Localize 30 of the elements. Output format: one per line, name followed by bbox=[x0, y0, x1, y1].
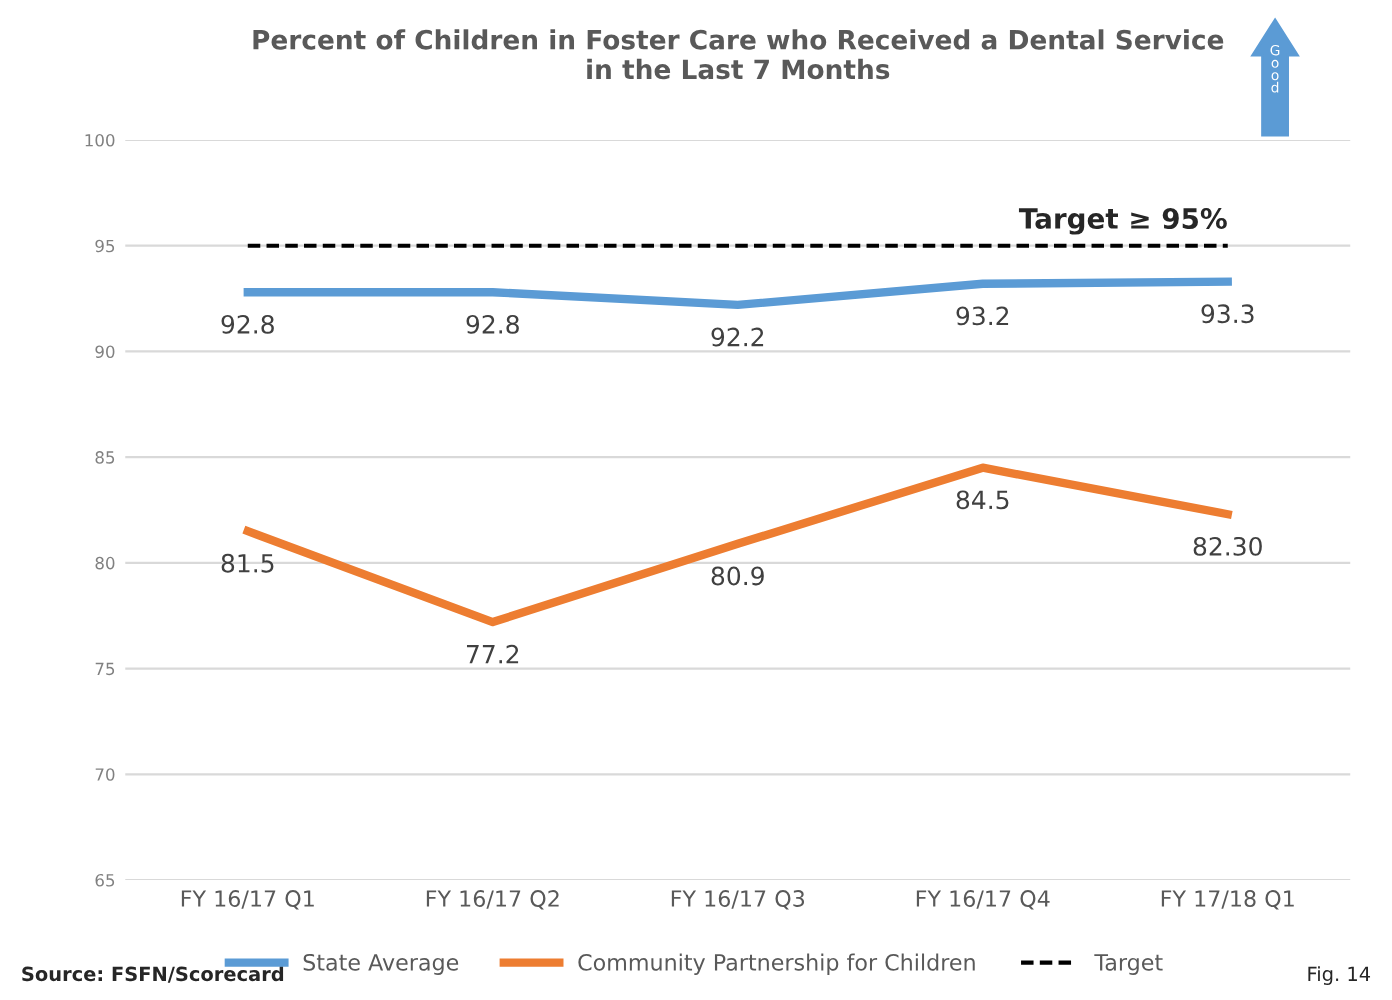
data-label: 80.9 bbox=[711, 566, 764, 586]
data-label: 93.3 bbox=[1201, 304, 1254, 324]
y-tick-label: 75 bbox=[95, 662, 115, 676]
y-tick-label: 80 bbox=[95, 556, 115, 570]
data-label: 77.2 bbox=[466, 644, 519, 664]
y-tick-label: 90 bbox=[95, 345, 115, 358]
data-label: 92.2 bbox=[711, 327, 764, 347]
annotation: Target ≥ 95% bbox=[1018, 207, 1227, 235]
data-label: 92.8 bbox=[221, 314, 274, 334]
data-label: 92.8 bbox=[466, 314, 519, 334]
y-tick-label: 65 bbox=[95, 873, 115, 887]
legend-label: State Average bbox=[303, 953, 459, 975]
data-label: 82.30 bbox=[1193, 536, 1262, 556]
x-tick-label: FY 16/17 Q3 bbox=[671, 890, 805, 910]
x-tick-label: FY 16/17 Q2 bbox=[426, 890, 559, 910]
source-note: Source: FSFN/Scorecard bbox=[22, 966, 284, 983]
x-tick-label: FY 16/17 Q1 bbox=[181, 890, 314, 910]
caption: Fig. 14 bbox=[1308, 966, 1371, 985]
data-label: 93.2 bbox=[956, 306, 1009, 326]
y-tick-label: 95 bbox=[95, 239, 115, 253]
data-label: 84.5 bbox=[956, 490, 1009, 510]
legend-label: Community Partnership for Children bbox=[578, 953, 975, 975]
y-tick-label: 70 bbox=[95, 768, 115, 781]
y-tick-label: 85 bbox=[95, 451, 115, 464]
data-label: 81.5 bbox=[221, 553, 274, 573]
legend-label: Target bbox=[1094, 954, 1163, 975]
y-tick-label: 100 bbox=[85, 133, 115, 147]
x-tick-label: FY 17/18 Q1 bbox=[1161, 890, 1294, 910]
chart-title: Percent of Children in Foster Care who Received a Dental Service in the Last 7 Months bbox=[253, 29, 1224, 80]
x-tick-label: FY 16/17 Q4 bbox=[916, 890, 1050, 910]
